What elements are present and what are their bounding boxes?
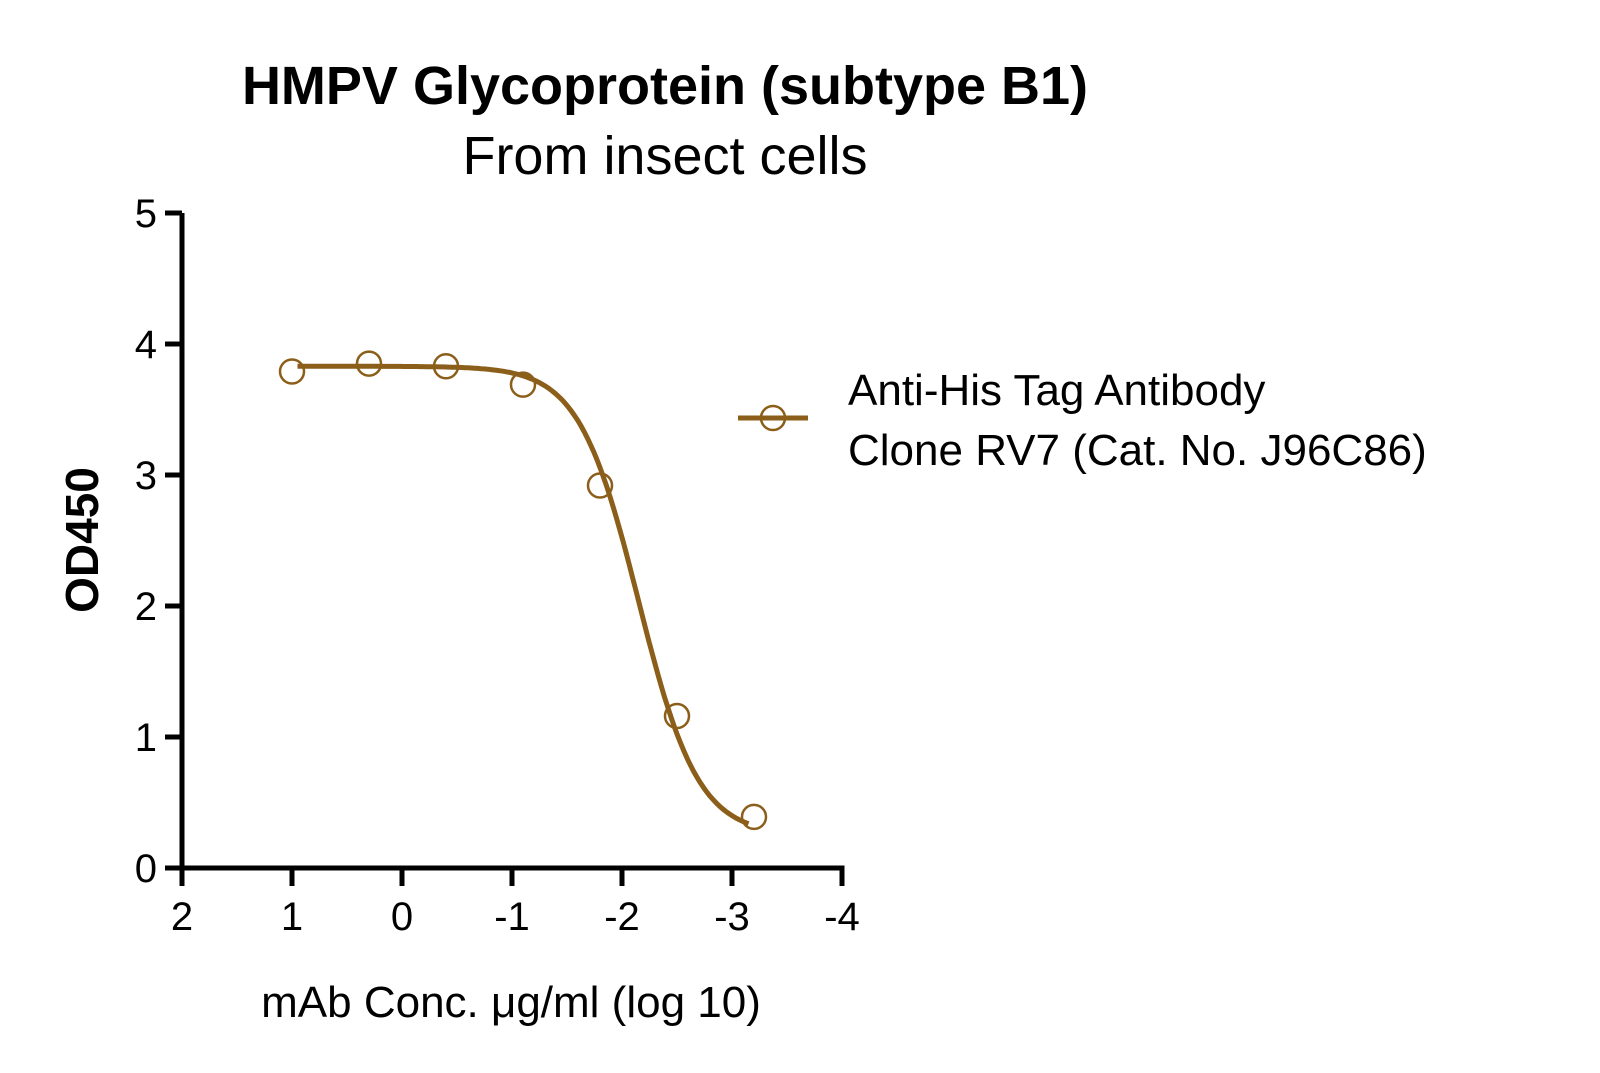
y-tick-label: 2 bbox=[135, 585, 157, 629]
data-point bbox=[509, 371, 537, 398]
data-point bbox=[586, 472, 614, 499]
data-point bbox=[432, 353, 460, 380]
data-point bbox=[663, 702, 691, 730]
plot-series bbox=[278, 350, 768, 831]
y-tick-label: 0 bbox=[135, 847, 157, 891]
chart-title: HMPV Glycoprotein (subtype B1) bbox=[242, 56, 1088, 116]
chart-subtitle: From insect cells bbox=[462, 126, 867, 186]
legend-marker bbox=[759, 404, 787, 432]
x-axis-label: mAb Conc. μg/ml (log 10) bbox=[261, 978, 761, 1027]
y-tick-label: 3 bbox=[135, 454, 157, 498]
legend: Anti-His Tag Antibody Clone RV7 (Cat. No.… bbox=[738, 366, 1427, 475]
y-tick-label: 1 bbox=[135, 716, 157, 760]
x-tick-label: -2 bbox=[604, 895, 640, 939]
y-axis: 0 1 2 3 4 5 bbox=[135, 192, 185, 891]
x-tick-label: -4 bbox=[824, 895, 860, 939]
y-axis-label: OD450 bbox=[56, 467, 108, 613]
x-tick-label: -1 bbox=[494, 895, 530, 939]
y-tick-label: 5 bbox=[135, 192, 157, 236]
data-point bbox=[740, 803, 768, 831]
fit-curve bbox=[297, 363, 750, 827]
x-tick-label: 1 bbox=[281, 895, 303, 939]
legend-label: Anti-His Tag Antibody bbox=[848, 366, 1265, 415]
x-tick-label: 2 bbox=[171, 895, 193, 939]
x-axis: 2 1 0 -1 -2 -3 -4 bbox=[171, 865, 860, 939]
y-tick-label: 4 bbox=[135, 323, 157, 367]
data-point bbox=[355, 350, 383, 377]
x-tick-label: -3 bbox=[714, 895, 750, 939]
x-tick-label: 0 bbox=[391, 895, 413, 939]
data-point bbox=[278, 358, 306, 385]
legend-label: Clone RV7 (Cat. No. J96C86) bbox=[848, 426, 1427, 475]
